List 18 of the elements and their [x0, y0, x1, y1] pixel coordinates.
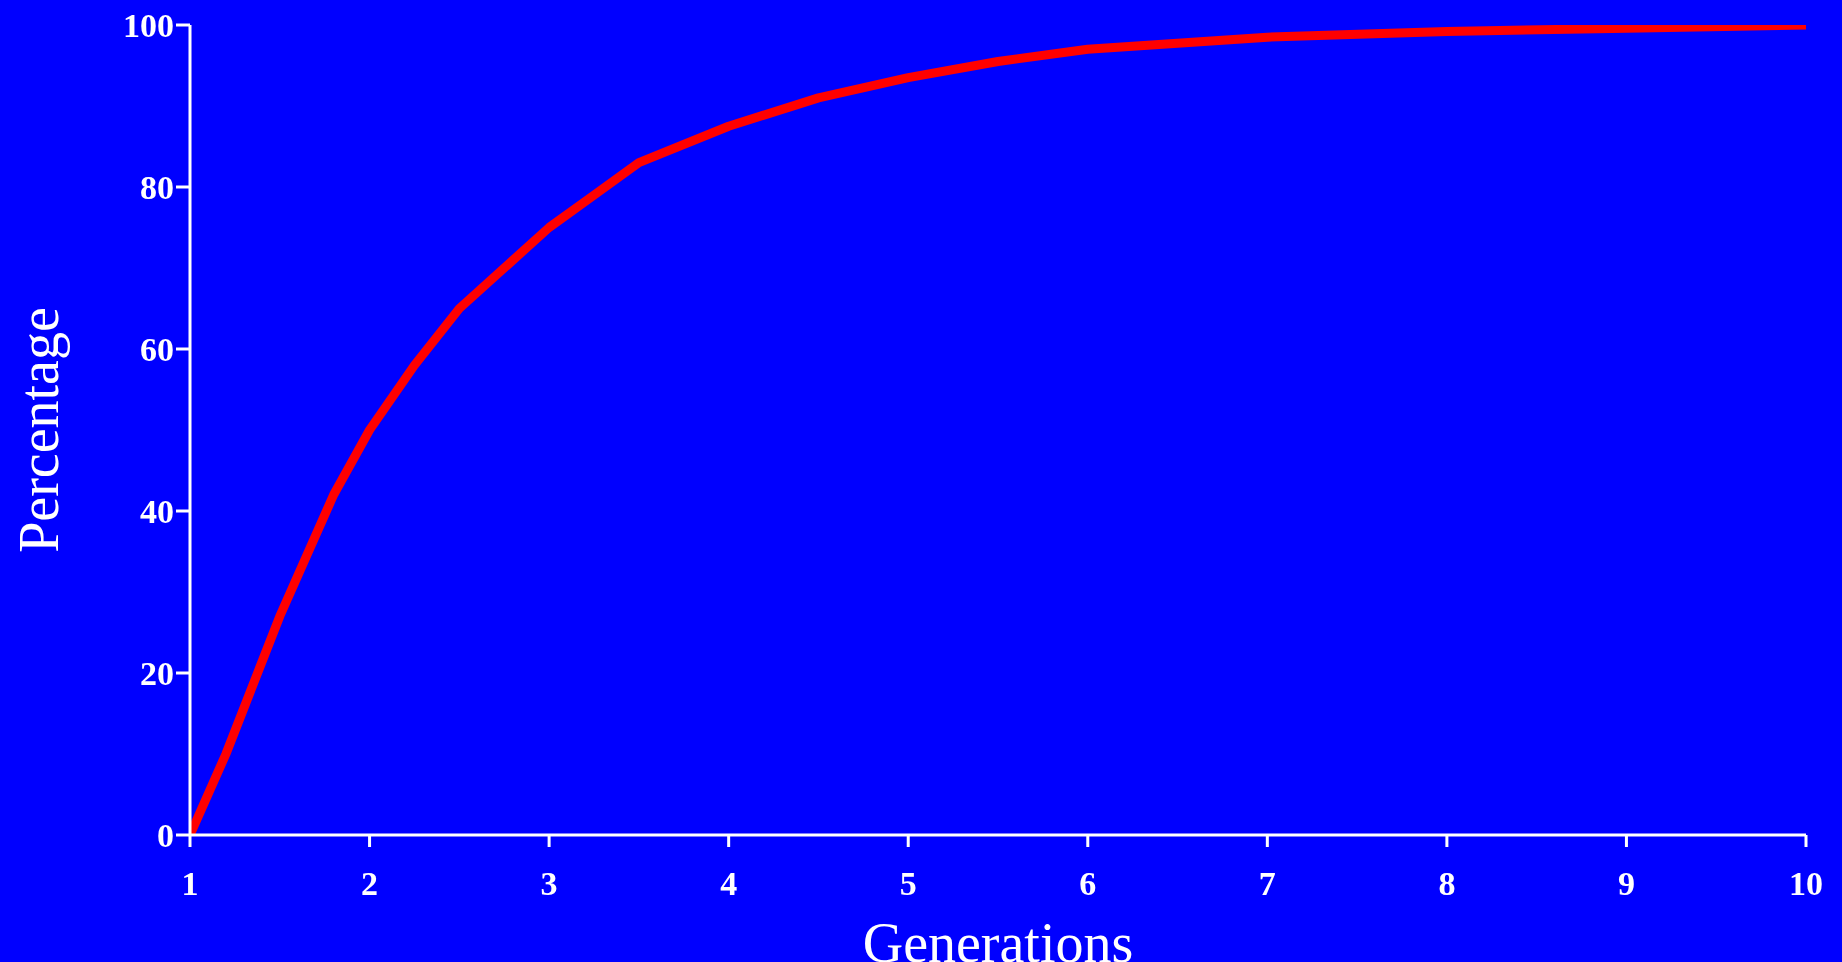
y-axis-title: Percentage [7, 307, 70, 553]
x-tick-label: 2 [361, 865, 379, 903]
y-tick-label: 100 [123, 7, 174, 45]
y-tick-label: 20 [140, 655, 174, 693]
x-tick-label: 5 [899, 865, 917, 903]
y-tick-label: 60 [140, 331, 174, 369]
x-tick-label: 10 [1789, 865, 1823, 903]
y-tick-label: 80 [140, 169, 174, 207]
x-tick-label: 3 [540, 865, 558, 903]
x-tick-label: 4 [720, 865, 738, 903]
x-tick-label: 6 [1079, 865, 1097, 903]
y-tick-label: 0 [157, 817, 174, 855]
y-tick-label: 40 [140, 493, 174, 531]
x-axis-title: Generations [862, 912, 1134, 962]
x-tick-label: 9 [1617, 865, 1635, 903]
x-tick-label: 1 [181, 865, 199, 903]
x-tick-label: 8 [1438, 865, 1456, 903]
x-tick-label: 7 [1258, 865, 1276, 903]
